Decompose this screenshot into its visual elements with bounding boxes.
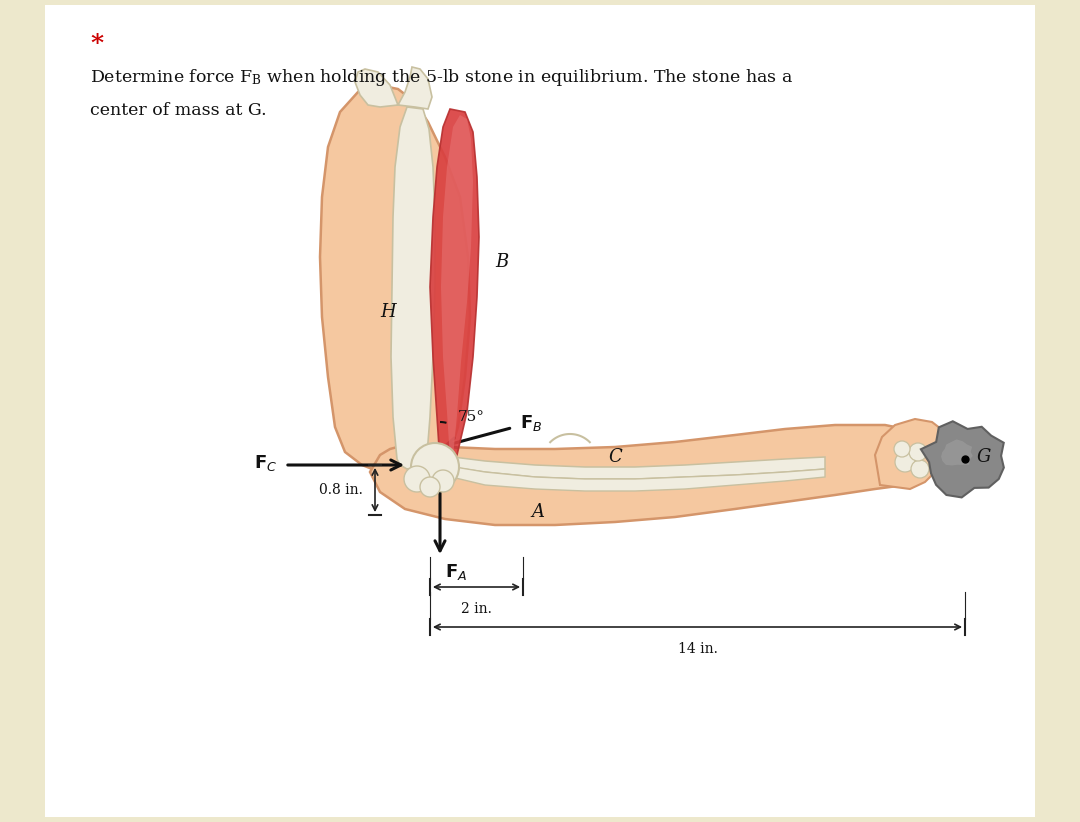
Circle shape	[411, 443, 459, 491]
Circle shape	[909, 443, 927, 461]
Polygon shape	[370, 425, 924, 525]
Text: 14 in.: 14 in.	[677, 642, 717, 656]
Text: $\mathbf{F}_B$: $\mathbf{F}_B$	[521, 413, 543, 432]
Text: 0.8 in.: 0.8 in.	[319, 483, 363, 497]
Circle shape	[404, 466, 430, 492]
Circle shape	[895, 452, 915, 472]
Polygon shape	[441, 115, 473, 459]
Circle shape	[420, 477, 440, 497]
Text: Determine force $\mathregular{F_B}$ when holding the 5-lb stone in equilibrium. : Determine force $\mathregular{F_B}$ when…	[90, 67, 793, 88]
Text: 2 in.: 2 in.	[461, 602, 491, 616]
Text: $\mathbf{F}_A$: $\mathbf{F}_A$	[445, 562, 468, 582]
Text: $\mathbf{F}_C$: $\mathbf{F}_C$	[254, 453, 276, 473]
Text: A: A	[531, 503, 544, 521]
Polygon shape	[355, 67, 432, 109]
Polygon shape	[941, 440, 973, 465]
Circle shape	[912, 460, 929, 478]
Text: center of mass at G.: center of mass at G.	[90, 102, 267, 119]
Text: C: C	[608, 448, 622, 466]
Polygon shape	[437, 465, 825, 491]
Text: H: H	[380, 303, 395, 321]
Text: B: B	[495, 253, 509, 271]
Polygon shape	[320, 85, 470, 475]
Circle shape	[894, 441, 910, 457]
Text: *: *	[90, 32, 103, 56]
Text: 75°: 75°	[458, 410, 485, 424]
FancyBboxPatch shape	[45, 5, 1035, 817]
Polygon shape	[875, 419, 948, 489]
Polygon shape	[391, 107, 435, 469]
Circle shape	[432, 470, 454, 492]
Polygon shape	[430, 455, 825, 479]
Polygon shape	[921, 422, 1003, 497]
Polygon shape	[430, 109, 480, 465]
Text: G: G	[977, 448, 991, 466]
